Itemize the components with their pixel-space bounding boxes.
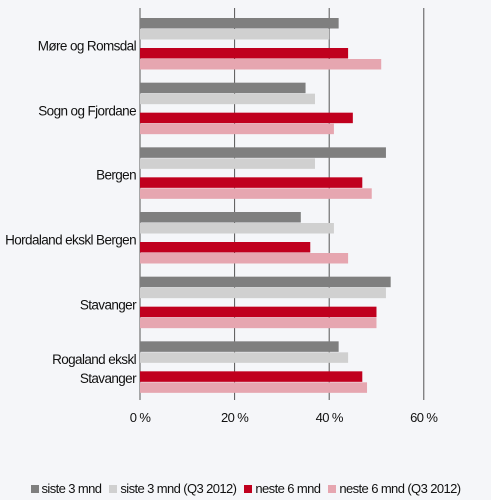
x-tick-label: 20 %	[221, 410, 249, 425]
bar	[140, 371, 363, 382]
bar	[140, 276, 391, 288]
legend-item: neste 6 mnd (Q3 2012)	[328, 481, 461, 496]
bar	[140, 242, 311, 253]
bar	[140, 123, 334, 135]
bar	[140, 287, 386, 299]
bar	[140, 29, 330, 40]
legend-item: siste 3 mnd (Q3 2012)	[109, 481, 237, 496]
bar	[140, 18, 339, 29]
bar	[140, 158, 315, 169]
legend-swatch	[244, 484, 253, 493]
bar	[140, 382, 368, 393]
x-tick-label: 40 %	[316, 410, 344, 425]
category-label: Stavanger	[79, 297, 137, 313]
category-label: Møre og Romsdal	[37, 38, 137, 54]
legend: siste 3 mnd siste 3 mnd (Q3 2012) neste 6 …	[0, 481, 491, 496]
bar	[140, 48, 349, 59]
legend-item: siste 3 mnd	[30, 481, 102, 496]
legend-label: siste 3 mnd	[41, 481, 102, 496]
bar	[140, 253, 349, 264]
legend-swatch	[328, 484, 337, 493]
bar	[140, 341, 339, 352]
bar	[140, 112, 353, 124]
bar	[140, 306, 377, 318]
x-tick-label: 60 %	[410, 410, 438, 425]
legend-swatch	[30, 484, 39, 493]
bar	[140, 147, 386, 158]
legend-item: neste 6 mnd	[244, 481, 321, 496]
category-label: Bergen	[96, 167, 137, 183]
bar	[140, 177, 363, 188]
bar	[140, 82, 306, 94]
category-label: Hordaland ekskl Bergen	[5, 232, 136, 248]
bar	[140, 188, 372, 199]
legend-label: neste 6 mnd	[255, 481, 321, 496]
x-tick-label: 0 %	[130, 410, 152, 425]
legend-label: siste 3 mnd (Q3 2012)	[120, 481, 237, 496]
bar	[140, 212, 301, 223]
bar	[140, 352, 349, 363]
bar	[140, 223, 334, 234]
category-label: Rogaland ekskl Stavanger	[52, 352, 137, 387]
bar	[140, 317, 377, 329]
legend-label: neste 6 mnd (Q3 2012)	[339, 481, 461, 496]
bar	[140, 59, 382, 70]
category-label: Sogn og Fjordane	[38, 103, 136, 119]
bar	[140, 93, 315, 105]
legend-swatch	[109, 484, 118, 493]
